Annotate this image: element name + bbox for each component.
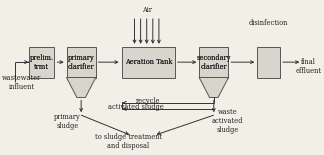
Text: secondary
clarifier: secondary clarifier	[197, 53, 231, 71]
Text: primary
clarifier: primary clarifier	[68, 53, 95, 71]
Polygon shape	[199, 78, 228, 97]
Text: primary
clarifier: primary clarifier	[68, 53, 95, 71]
Text: final
effluent: final effluent	[295, 58, 321, 75]
FancyBboxPatch shape	[67, 47, 96, 78]
Text: recycle: recycle	[136, 97, 160, 105]
Text: waste
activated
sludge: waste activated sludge	[212, 108, 243, 135]
FancyBboxPatch shape	[257, 47, 280, 78]
Text: secondary
clarifier: secondary clarifier	[197, 53, 231, 71]
Text: Aeration Tank: Aeration Tank	[124, 58, 172, 66]
Text: prelim.
trmt: prelim. trmt	[29, 53, 53, 71]
Text: prelim.
trmt: prelim. trmt	[29, 53, 53, 71]
Polygon shape	[66, 78, 96, 97]
Text: wastewater
influent: wastewater influent	[2, 73, 41, 91]
Text: primary
sludge: primary sludge	[54, 113, 81, 130]
Text: Air: Air	[142, 6, 152, 14]
FancyBboxPatch shape	[199, 47, 228, 78]
Text: to sludge treatment
and disposal: to sludge treatment and disposal	[95, 133, 162, 150]
Text: Aeration Tank: Aeration Tank	[124, 58, 172, 66]
Text: disinfection: disinfection	[249, 19, 288, 27]
FancyBboxPatch shape	[122, 47, 175, 78]
Text: activated sludge: activated sludge	[108, 103, 164, 111]
FancyBboxPatch shape	[29, 47, 54, 78]
